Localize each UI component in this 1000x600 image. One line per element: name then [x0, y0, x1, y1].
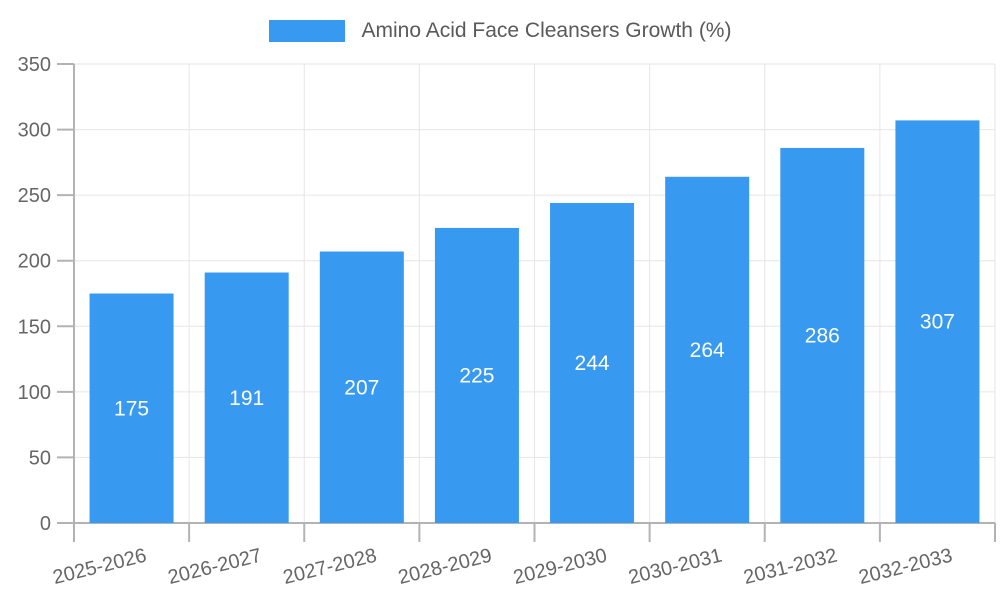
x-category-label: 2029-2030 [511, 545, 609, 589]
bar[interactable] [434, 227, 519, 523]
bar[interactable] [319, 251, 404, 523]
bar[interactable] [550, 203, 635, 524]
bar[interactable] [665, 176, 750, 524]
bar-value-label: 191 [229, 387, 264, 410]
bar-value-label: 286 [805, 324, 840, 347]
legend-swatch[interactable] [268, 20, 345, 42]
y-tick-label: 100 [18, 382, 51, 404]
y-tick-label: 250 [18, 185, 51, 207]
y-tick-label: 150 [18, 316, 51, 338]
bar[interactable] [895, 120, 980, 524]
bar-value-label: 175 [114, 397, 149, 420]
bar-value-label: 207 [344, 376, 379, 399]
y-tick-label: 50 [29, 447, 51, 469]
x-category-label: 2028-2029 [396, 545, 494, 589]
x-category-label: 2032-2033 [857, 545, 955, 589]
x-category-label: 2031-2032 [741, 545, 839, 589]
bar-value-label: 307 [920, 311, 955, 334]
x-category-label: 2027-2028 [281, 545, 379, 589]
bar-value-label: 264 [690, 339, 725, 362]
x-category-label: 2030-2031 [626, 545, 724, 589]
bar[interactable] [89, 293, 174, 524]
y-tick-label: 300 [18, 120, 51, 142]
x-category-label: 2026-2027 [166, 545, 264, 589]
legend-label: Amino Acid Face Cleansers Growth (%) [361, 19, 732, 42]
chart-legend: Amino Acid Face Cleansers Growth (%) [0, 20, 1000, 42]
bar[interactable] [780, 147, 865, 523]
y-tick-label: 0 [40, 513, 51, 535]
bar[interactable] [204, 272, 289, 523]
x-category-label: 2025-2026 [51, 545, 149, 589]
y-tick-label: 350 [18, 54, 51, 76]
bar-value-label: 244 [575, 352, 610, 375]
bar-value-label: 225 [459, 364, 494, 387]
y-tick-label: 200 [18, 251, 51, 273]
